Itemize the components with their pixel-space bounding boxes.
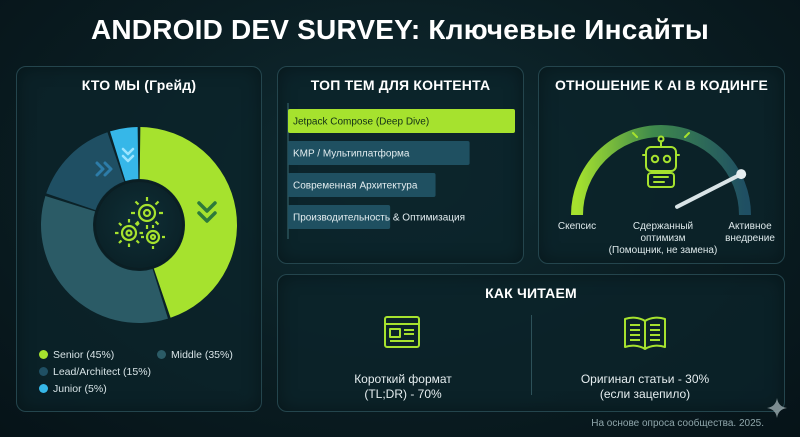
ai-gauge — [571, 125, 751, 216]
grade-panel-title: КТО МЫ (Грейд) — [81, 77, 197, 93]
original-format-label: Оригинал статьи - 30% (если зацепило) — [580, 372, 710, 401]
sparkle-icon — [767, 398, 787, 418]
legend-senior: Senior (45%) — [39, 349, 114, 361]
donut-slice-lead — [46, 132, 125, 211]
topic-bar-label-3: Производительность & Оптимизация — [293, 213, 465, 224]
grade-panel: КТО МЫ (Грейд) — [16, 66, 262, 412]
legend-lead-swatch — [39, 367, 48, 376]
donut-hub — [94, 180, 184, 270]
reading-panel: КАК ЧИТАЕМ Короткий формат (TL;DR) - 70%… — [277, 274, 785, 412]
gauge-needle-tip — [736, 169, 747, 180]
legend-senior-swatch — [39, 350, 48, 359]
topic-bar-2 — [288, 173, 436, 197]
topic-bar-3 — [288, 205, 391, 229]
legend-lead: Lead/Architect (15%) — [39, 366, 151, 378]
legend-middle: Middle (35%) — [157, 349, 233, 361]
ai-panel: ОТНОШЕНИЕ К AI В КОДИНГЕ Скепсис Сдержан… — [538, 66, 785, 264]
gears-icon — [115, 197, 165, 249]
short-format-icon — [384, 316, 420, 348]
gauge-label-skeptic: Скепсис — [557, 221, 597, 232]
legend-junior-swatch — [39, 384, 48, 393]
donut-slice-middle — [40, 196, 168, 323]
grade-donut-chart — [40, 127, 237, 323]
chevrons-lead-icon — [95, 161, 113, 177]
ai-panel-title: ОТНОШЕНИЕ К AI В КОДИНГЕ — [554, 77, 769, 93]
donut-slice-senior — [139, 127, 237, 318]
footnote: На основе опроса сообщества. 2025. — [591, 418, 764, 429]
topic-bar-label-0: Jetpack Compose (Deep Dive) — [293, 117, 429, 128]
legend-middle-swatch — [157, 350, 166, 359]
gauge-label-moderate: Сдержанный оптимизм (Помощник, не замена… — [608, 221, 718, 256]
gauge-label-active: Активное внедрение — [725, 221, 775, 244]
robot-icon — [632, 132, 690, 188]
page-title: ANDROID DEV SURVEY: Ключевые Инсайты — [90, 14, 710, 45]
topic-bar-label-1: KMP / Мультиплатформа — [293, 148, 410, 160]
legend-junior: Junior (5%) — [39, 383, 107, 395]
topic-bar-label-2: Современная Архитектура — [293, 181, 418, 192]
reading-panel-title: КАК ЧИТАЕМ — [485, 285, 577, 301]
open-book-icon — [624, 316, 666, 350]
gauge-needle — [675, 172, 744, 209]
short-format-label: Короткий формат (TL;DR) - 70% — [354, 372, 452, 401]
donut-slice-junior — [110, 127, 139, 182]
chevrons-down-icon — [197, 201, 217, 223]
topics-bar-chart: Jetpack Compose (Deep Dive) KMP / Мультип… — [287, 103, 515, 239]
reading-divider — [531, 315, 532, 395]
topic-bar-1 — [288, 141, 470, 165]
topics-panel: ТОП ТЕМ ДЛЯ КОНТЕНТА Jetpack Compose (De… — [277, 66, 524, 264]
topics-panel-title: ТОП ТЕМ ДЛЯ КОНТЕНТА — [310, 77, 491, 93]
chevrons-junior-icon — [121, 147, 135, 163]
topic-bar-0 — [288, 109, 515, 133]
